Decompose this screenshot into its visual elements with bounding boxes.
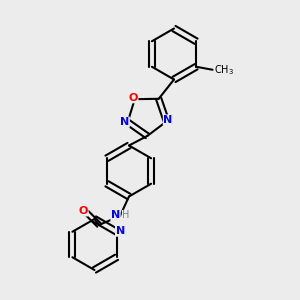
- Text: N: N: [111, 210, 120, 220]
- Text: CH$_3$: CH$_3$: [214, 63, 234, 77]
- Text: N: N: [120, 117, 129, 127]
- Text: H: H: [122, 210, 130, 220]
- Text: N: N: [164, 115, 172, 125]
- Text: N: N: [116, 226, 125, 236]
- Text: O: O: [79, 206, 88, 216]
- Text: O: O: [128, 93, 138, 103]
